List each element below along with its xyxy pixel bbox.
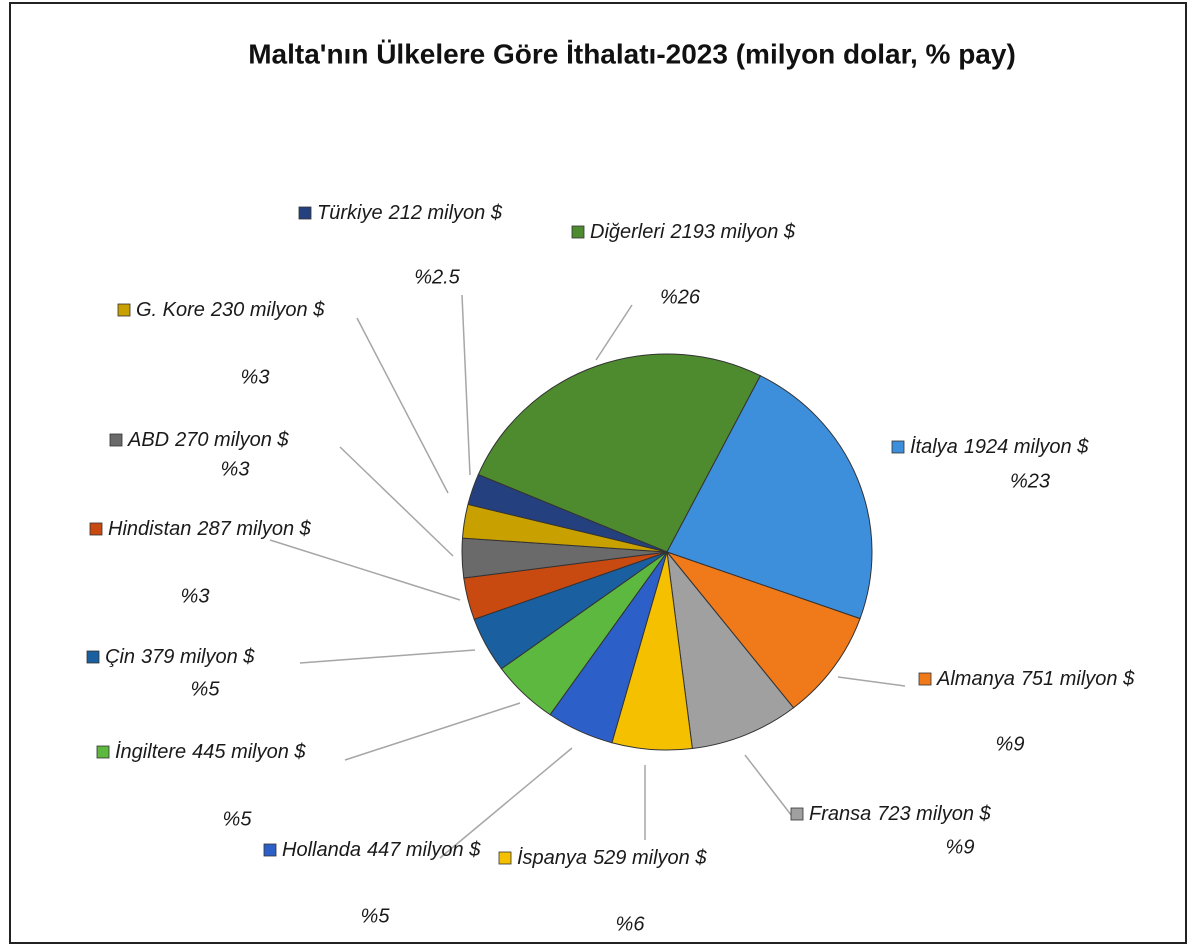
legend-swatch	[109, 433, 123, 447]
leader-line	[461, 294, 471, 476]
leader-line	[439, 747, 573, 859]
legend-swatch	[96, 745, 110, 759]
category-name: İspanya	[517, 847, 587, 869]
value-label: 230 milyon $	[210, 299, 325, 321]
leader-line	[344, 702, 521, 761]
chart-title: Malta'nın Ülkelere Göre İthalatı-2023 (m…	[248, 38, 1016, 69]
category-name: Almanya	[936, 668, 1015, 690]
value-label: 287 milyon $	[196, 518, 311, 540]
share-label: %3	[181, 585, 210, 607]
share-label: %5	[191, 678, 221, 700]
category-name: Hollanda	[282, 839, 361, 861]
legend-swatch	[918, 672, 932, 686]
value-label: 2193 milyon $	[669, 221, 795, 243]
pie-slice	[666, 375, 873, 620]
leader-line	[299, 649, 476, 664]
data-label: İspanya 529 milyon $	[517, 847, 707, 869]
data-label: İngiltere 445 milyon $	[115, 741, 306, 763]
pie-slice	[477, 353, 762, 553]
category-name: Çin	[105, 646, 135, 668]
leader-line	[339, 446, 454, 557]
value-label: 445 milyon $	[192, 741, 306, 763]
share-label: %9	[996, 733, 1025, 755]
data-label: İtalya 1924 milyon $	[910, 436, 1089, 458]
leader-line	[744, 754, 796, 821]
value-label: 529 milyon $	[593, 847, 707, 869]
data-label: Hindistan 287 milyon $	[108, 518, 312, 540]
share-label: %6	[616, 913, 646, 935]
pie-slice	[665, 550, 861, 709]
value-label: 723 milyon $	[877, 803, 991, 825]
pie-slice	[467, 473, 668, 553]
pie-slice	[666, 550, 795, 750]
legend-swatch	[790, 807, 804, 821]
data-label: Diğerleri 2193 milyon $	[590, 221, 796, 243]
value-label: 751 milyon $	[1021, 668, 1135, 690]
share-label: %9	[946, 836, 975, 858]
share-label: %26	[660, 286, 701, 308]
legend-swatch	[117, 303, 131, 317]
legend-swatch	[571, 225, 585, 239]
leader-line	[269, 539, 461, 601]
value-label: 212 milyon $	[388, 202, 503, 224]
category-name: Türkiye	[317, 202, 383, 224]
legend-swatch	[498, 851, 512, 865]
legend-swatch	[298, 206, 312, 220]
category-name: İtalya	[910, 436, 958, 458]
category-name: Fransa	[809, 803, 871, 825]
data-label: ABD 270 milyon $	[127, 429, 289, 451]
legend-swatch	[89, 522, 103, 536]
category-name: G. Kore	[136, 299, 205, 321]
legend-swatch	[891, 440, 905, 454]
data-label: Fransa 723 milyon $	[809, 803, 992, 825]
share-label: %2.5	[414, 266, 460, 288]
data-label: Almanya 751 milyon $	[936, 668, 1135, 690]
share-label: %5	[361, 905, 391, 927]
value-label: 270 milyon $	[174, 429, 289, 451]
data-label: Çin 379 milyon $	[105, 646, 255, 668]
legend-swatch	[263, 843, 277, 857]
leader-line	[837, 676, 906, 687]
category-name: Hindistan	[108, 518, 191, 540]
data-label: Hollanda 447 milyon $	[282, 839, 481, 861]
data-label: Türkiye 212 milyon $	[317, 202, 503, 224]
leader-line	[595, 304, 633, 361]
share-label: %23	[1010, 470, 1050, 492]
leader-line	[356, 317, 449, 494]
legend-swatch	[86, 650, 100, 664]
share-label: %3	[221, 458, 250, 480]
category-name: Diğerleri	[590, 221, 665, 243]
value-label: 447 milyon $	[367, 839, 481, 861]
share-label: %3	[241, 366, 270, 388]
pie	[461, 353, 873, 751]
share-label: %5	[223, 808, 253, 830]
category-name: ABD	[127, 429, 169, 451]
labels: Diğerleri 2193 milyon $ %26 İtalya 1924 mily…	[86, 202, 1135, 935]
value-label: 379 milyon $	[141, 646, 255, 668]
category-name: İngiltere	[115, 741, 186, 763]
value-label: 1924 milyon $	[964, 436, 1089, 458]
data-label: G. Kore 230 milyon $	[136, 299, 325, 321]
